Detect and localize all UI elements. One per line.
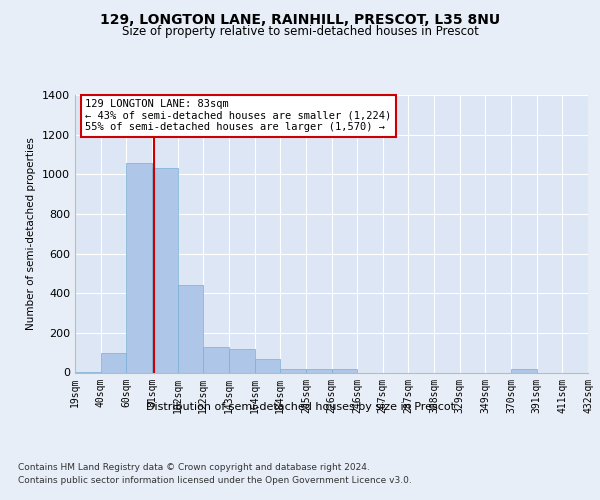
Bar xyxy=(178,286,203,372)
Text: 129, LONGTON LANE, RAINHILL, PRESCOT, L35 8NU: 129, LONGTON LANE, RAINHILL, PRESCOT, L3… xyxy=(100,12,500,26)
Bar xyxy=(229,348,254,372)
Bar xyxy=(101,352,127,372)
Bar xyxy=(280,368,306,372)
Bar xyxy=(152,168,178,372)
Text: Distribution of semi-detached houses by size in Prescot: Distribution of semi-detached houses by … xyxy=(146,402,455,412)
Bar xyxy=(254,358,280,372)
Bar xyxy=(127,164,152,372)
Bar xyxy=(511,368,537,372)
Text: Contains public sector information licensed under the Open Government Licence v3: Contains public sector information licen… xyxy=(18,476,412,485)
Text: Size of property relative to semi-detached houses in Prescot: Size of property relative to semi-detach… xyxy=(122,25,478,38)
Text: Contains HM Land Registry data © Crown copyright and database right 2024.: Contains HM Land Registry data © Crown c… xyxy=(18,462,370,471)
Text: 129 LONGTON LANE: 83sqm
← 43% of semi-detached houses are smaller (1,224)
55% of: 129 LONGTON LANE: 83sqm ← 43% of semi-de… xyxy=(85,99,392,132)
Bar xyxy=(306,368,331,372)
Y-axis label: Number of semi-detached properties: Number of semi-detached properties xyxy=(26,138,37,330)
Bar xyxy=(331,368,357,372)
Bar xyxy=(203,346,229,372)
